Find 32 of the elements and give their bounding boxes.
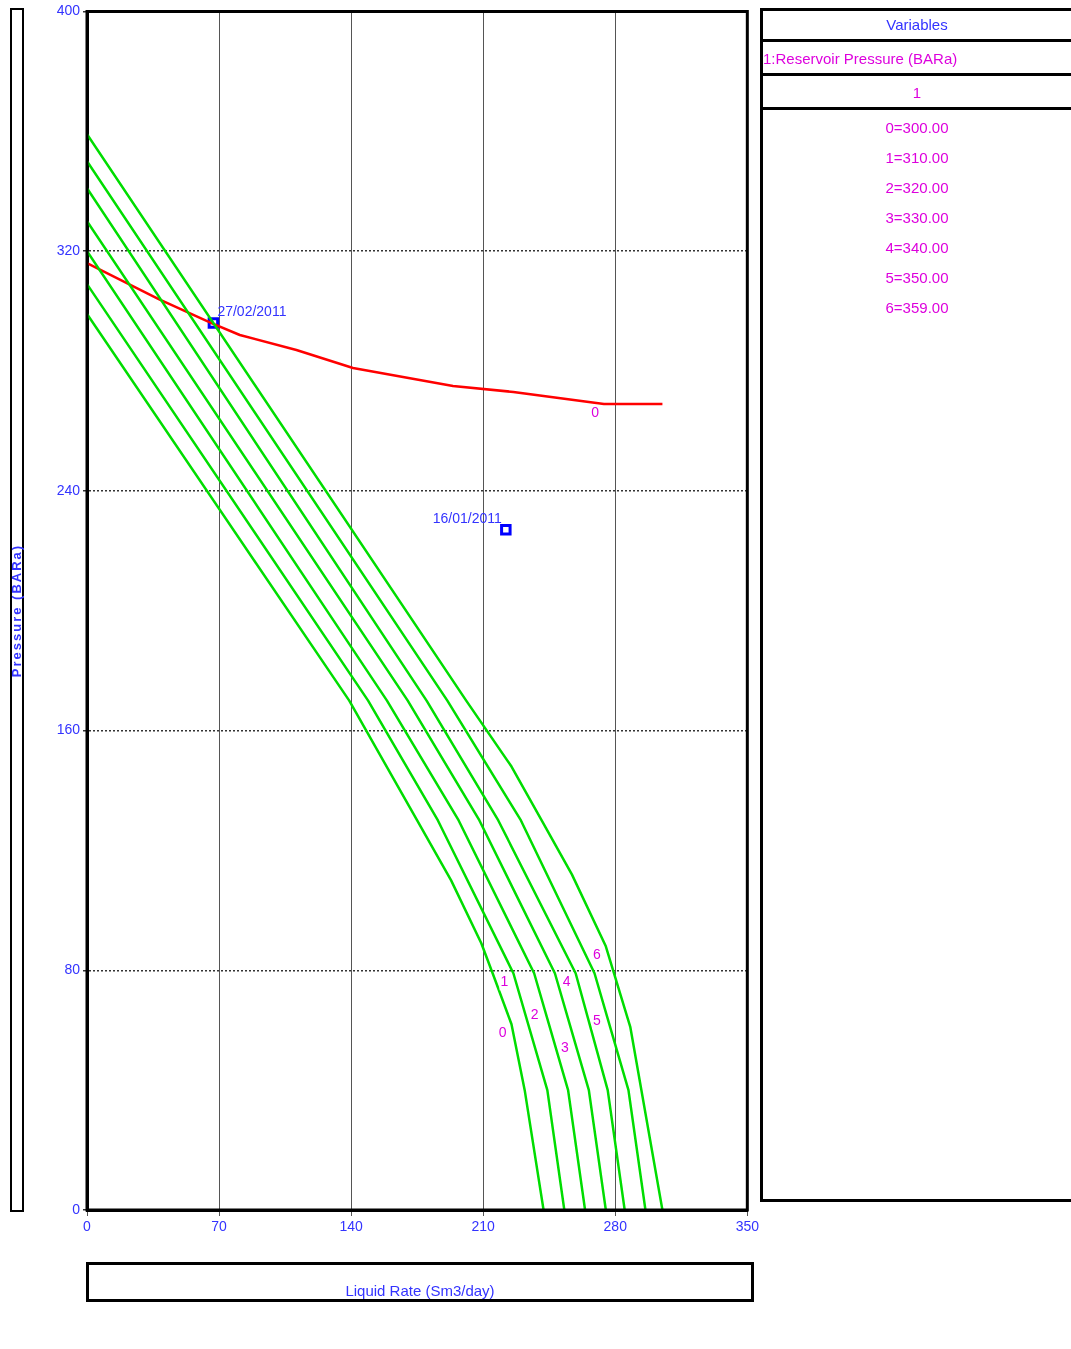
y-axis-title: Pressure (BARa)	[9, 543, 25, 677]
annotation: 6	[593, 946, 602, 963]
x-tick-label: 210	[471, 1218, 496, 1235]
x-tick-label: 280	[603, 1218, 628, 1235]
annotation: 3	[560, 1039, 569, 1056]
y-tick-label: 400	[56, 2, 81, 19]
text: 6=359.00	[884, 298, 950, 318]
y-tick-label: 0	[72, 1200, 81, 1217]
text: 2=320.00	[884, 178, 950, 198]
x-tick-label: 0	[83, 1218, 92, 1235]
annotation: 2	[530, 1006, 539, 1023]
text: 1	[763, 79, 1071, 110]
text: 0=300.00	[884, 118, 950, 138]
annotation: 4	[562, 973, 571, 990]
annotation: 1	[500, 973, 509, 990]
text: 5=350.00	[884, 268, 950, 288]
x-tick-label: 350	[735, 1218, 760, 1235]
y-tick-label: 80	[64, 961, 81, 978]
y-tick-label: 240	[56, 481, 81, 498]
text: 1=310.00	[884, 148, 950, 168]
x-axis-title: Liquid Rate (Sm3/day)	[86, 1262, 754, 1302]
annotation: 5	[593, 1012, 602, 1029]
x-tick-label: 140	[339, 1218, 364, 1235]
text: 1:Reservoir Pressure (BARa)	[763, 45, 1071, 76]
text: 3=330.00	[884, 208, 950, 228]
annotation: 0	[498, 1024, 507, 1041]
text: 4=340.00	[884, 238, 950, 258]
text: Variables	[763, 11, 1071, 42]
y-tick-label: 320	[56, 241, 81, 258]
y-tick-label: 160	[56, 721, 81, 738]
annotation: 0	[591, 403, 600, 420]
x-tick-label: 70	[211, 1218, 228, 1235]
